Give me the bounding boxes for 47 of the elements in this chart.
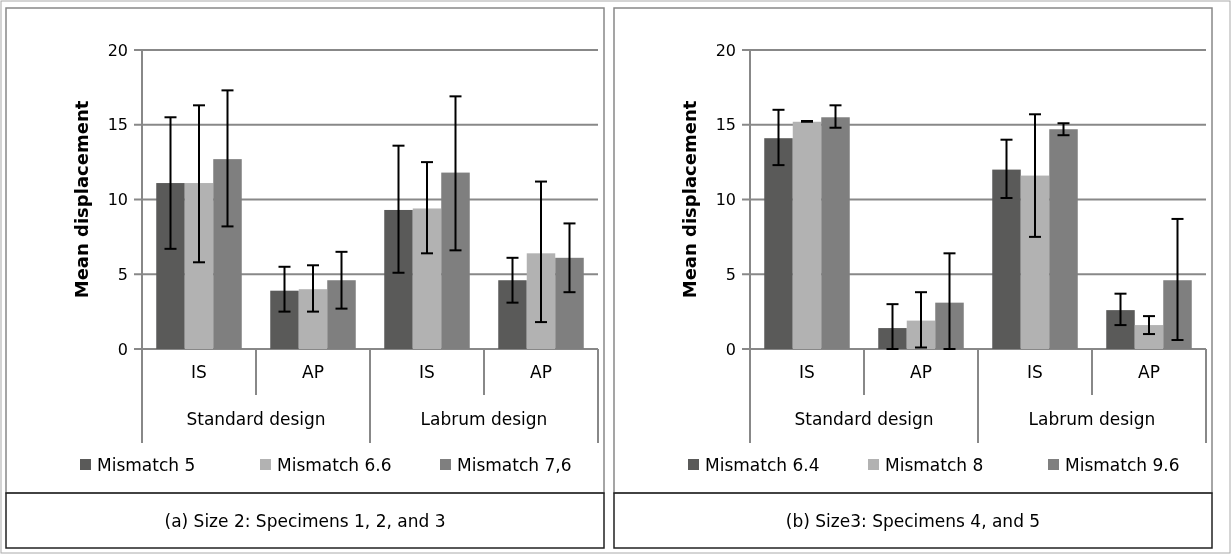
bar xyxy=(498,280,527,349)
bar xyxy=(384,209,413,349)
bar xyxy=(792,121,822,349)
legend-label: Mismatch 6.4 xyxy=(705,454,820,475)
legend-label: Mismatch 5 xyxy=(97,454,196,475)
bar xyxy=(764,138,793,349)
y-tick-label: 10 xyxy=(107,190,128,210)
x-tick-label: AP xyxy=(530,362,552,382)
legend-label: Mismatch 6.6 xyxy=(277,454,392,475)
bar xyxy=(270,290,299,349)
legend-label: Mismatch 9.6 xyxy=(1065,454,1180,475)
bar xyxy=(1106,310,1135,349)
y-tick-label: 20 xyxy=(715,40,736,60)
text: Standard design xyxy=(794,409,934,429)
legend-label: Mismatch 8 xyxy=(885,454,984,475)
bar xyxy=(1020,175,1050,349)
y-axis-title: Mean displacement xyxy=(679,100,700,299)
y-tick-label: 5 xyxy=(117,264,128,284)
x-tick-label: IS xyxy=(1027,362,1043,382)
bar xyxy=(412,208,442,349)
bar xyxy=(156,183,185,349)
bar xyxy=(992,169,1021,349)
y-tick-label: 0 xyxy=(725,339,736,359)
y-tick-label: 20 xyxy=(107,40,128,60)
bar xyxy=(298,289,328,349)
y-axis-title: Mean displacement xyxy=(71,100,92,299)
x-tick-label: AP xyxy=(910,362,932,382)
x-tick-label: IS xyxy=(799,362,815,382)
x-tick-label: AP xyxy=(1138,362,1160,382)
bar xyxy=(1134,325,1164,349)
text: Labrum design xyxy=(420,409,548,429)
text: (b) Size3: Specimens 4, and 5 xyxy=(785,510,1041,531)
bar xyxy=(878,328,907,349)
y-tick-label: 5 xyxy=(725,264,736,284)
x-tick-label: IS xyxy=(191,362,207,382)
legend-label: Mismatch 7,6 xyxy=(457,454,572,475)
y-tick-label: 15 xyxy=(107,115,128,135)
bar xyxy=(526,253,556,349)
text: Standard design xyxy=(186,409,326,429)
x-tick-label: IS xyxy=(419,362,435,382)
y-tick-label: 10 xyxy=(715,190,736,210)
text: (a) Size 2: Specimens 1, 2, and 3 xyxy=(164,510,446,531)
y-tick-label: 0 xyxy=(117,339,128,359)
bar xyxy=(184,183,214,349)
text: Labrum design xyxy=(1028,409,1156,429)
x-tick-label: AP xyxy=(302,362,324,382)
y-tick-label: 15 xyxy=(715,115,736,135)
